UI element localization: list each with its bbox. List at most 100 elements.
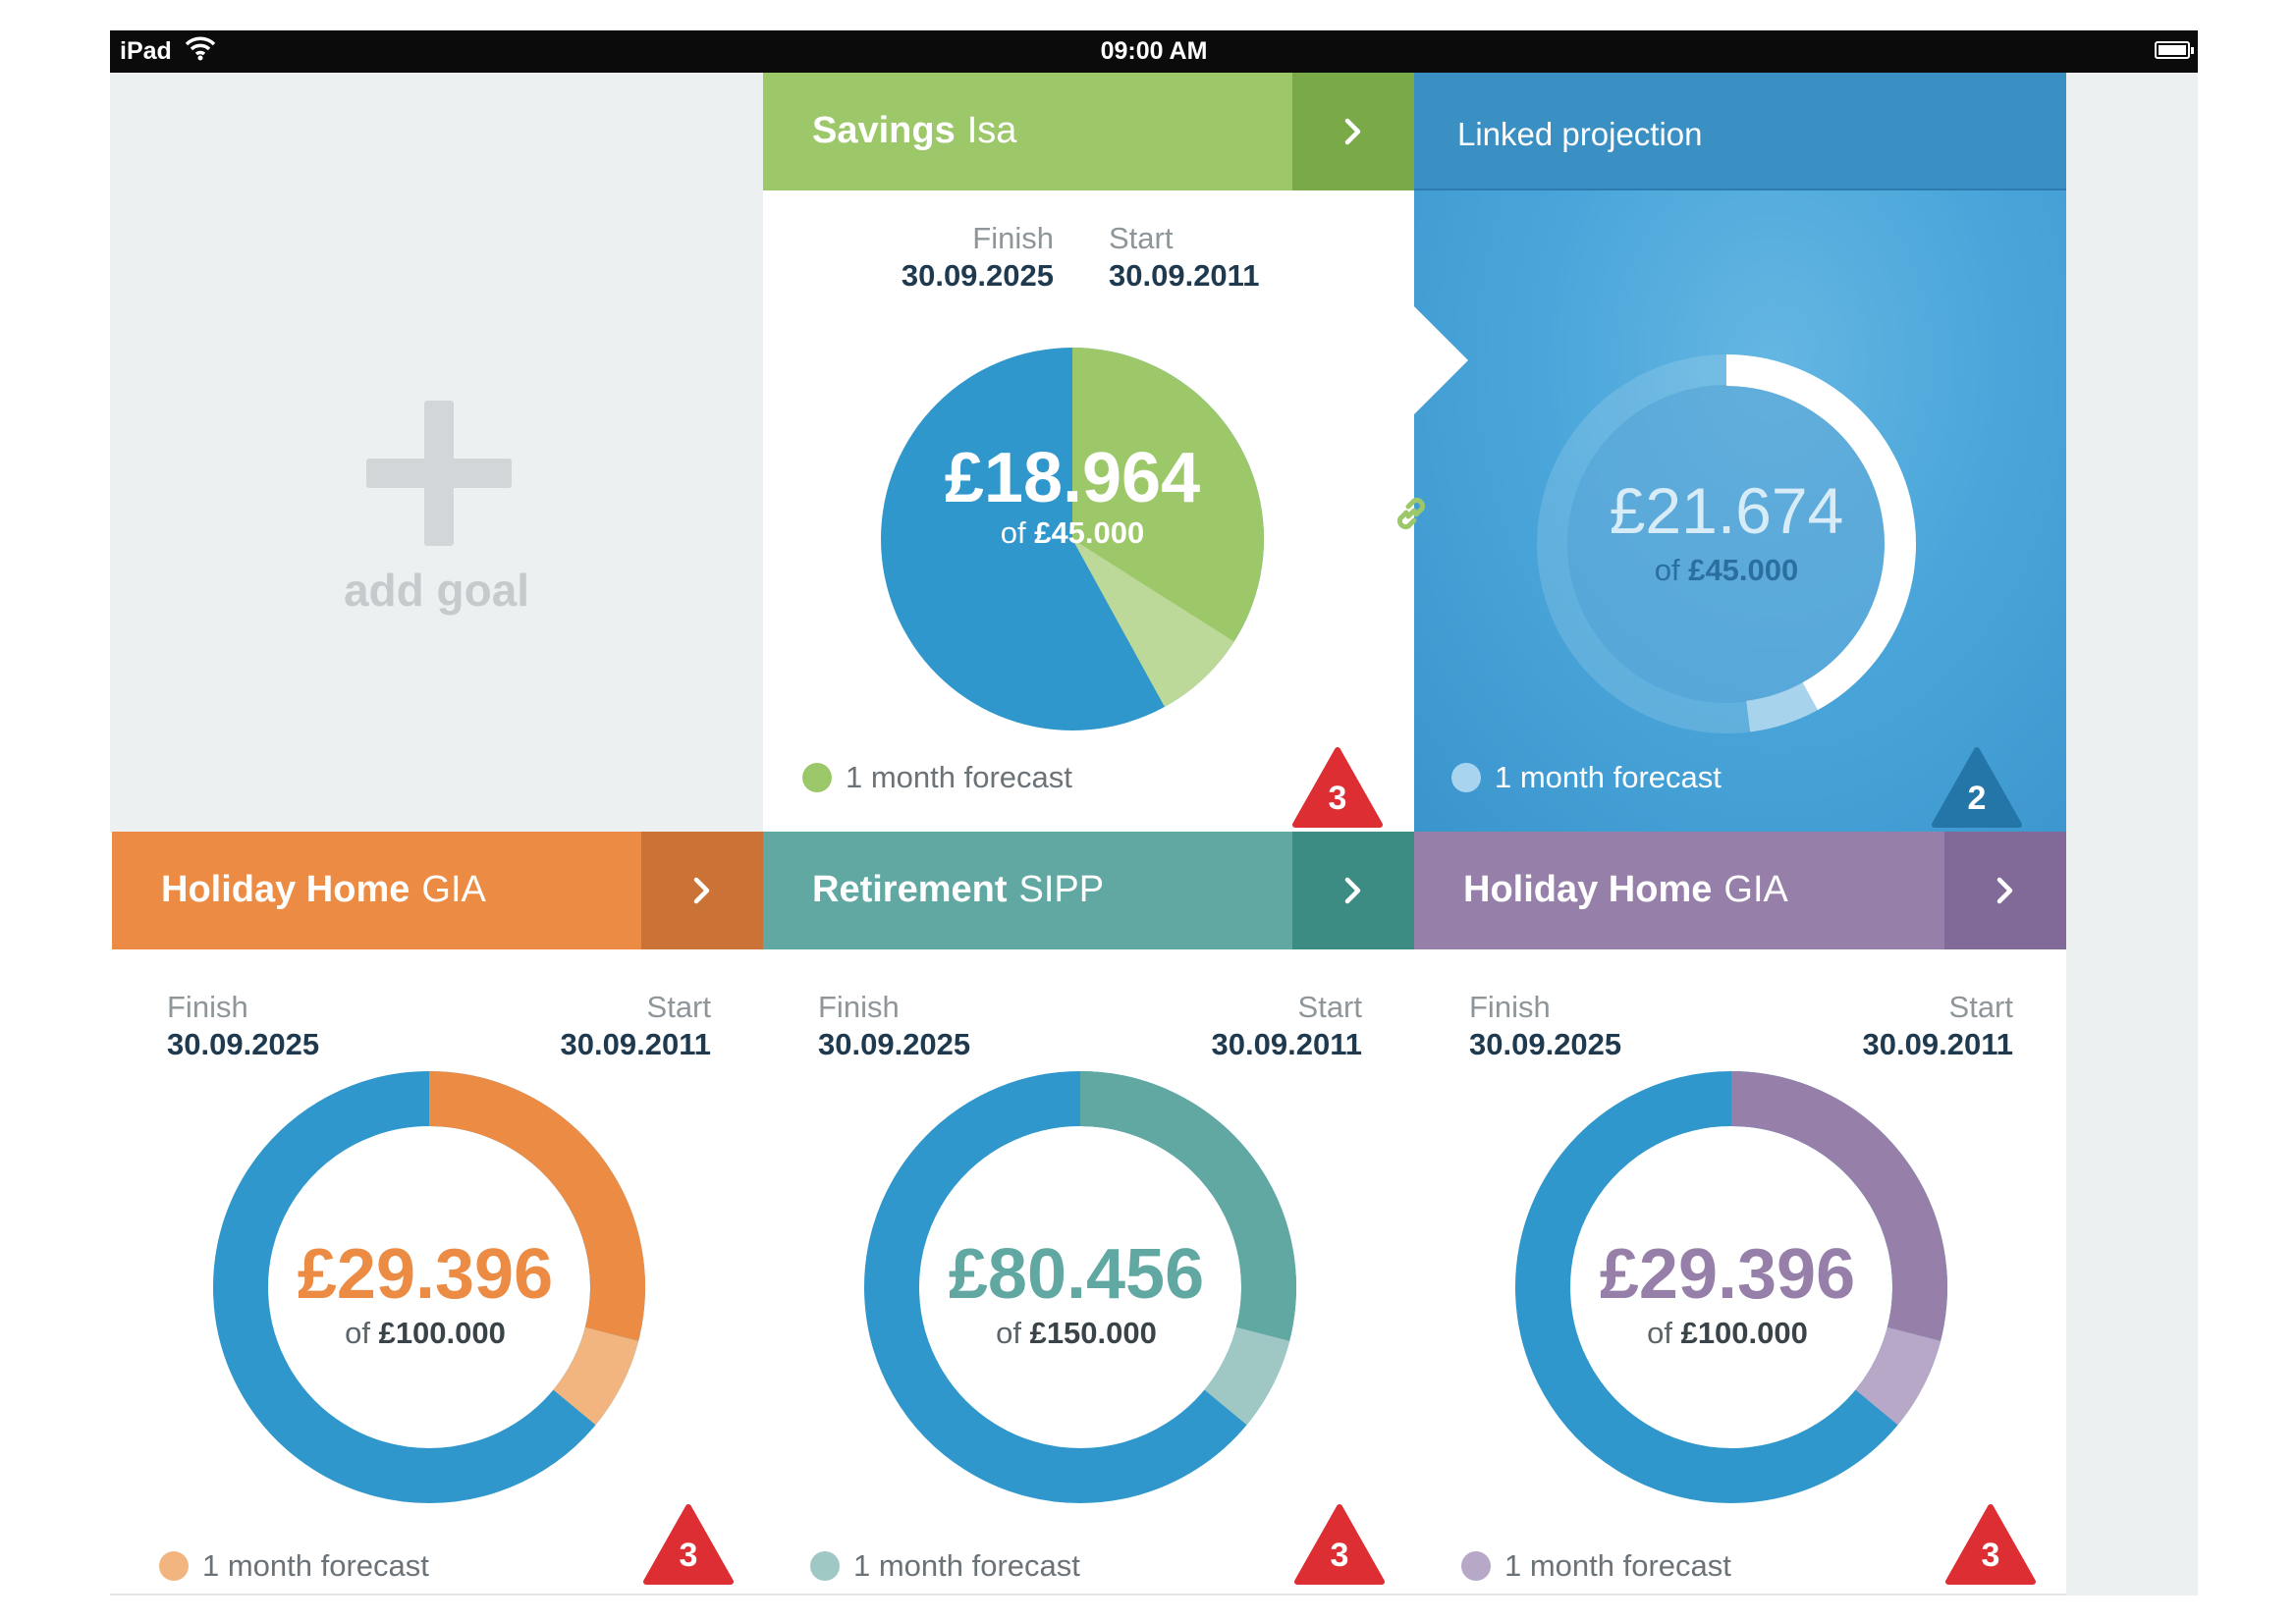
legend-dot [1451,763,1481,792]
ring-progress-arc [1079,1071,1296,1341]
start-date-block: Start 30.09.2011 [1156,989,1362,1063]
forecast-legend: 1 month forecast [802,760,1072,795]
card-header[interactable]: Holiday Home GIA [112,832,763,949]
card-title: Holiday Home GIA [1463,867,1788,912]
warning-triangle-icon [1294,1504,1385,1585]
goal-amount: £80.456 [948,1235,1205,1314]
of-label: of [1000,515,1026,550]
legend-label: 1 month forecast [202,1548,429,1583]
wifi-icon [185,35,216,68]
donut-chart [864,1071,1296,1503]
goal-name: Holiday Home [161,869,410,910]
goal-card-holiday-home-1: Holiday Home GIA Finish 30.09.2025 Start … [112,832,763,1595]
card-header[interactable]: Retirement SIPP [763,832,1414,949]
donut-chart [1515,1071,1947,1503]
alert-count: 2 [1967,780,1987,817]
finish-date: 30.09.2025 [1469,1027,1622,1061]
chevron-right-icon [1344,877,1361,904]
finish-date: 30.09.2025 [901,258,1054,293]
target-amount: £45.000 [1034,515,1145,550]
alert-badge[interactable]: 3 [1944,1503,2037,1586]
card-title: Holiday Home GIA [161,867,486,912]
savings-amount: £18.964 [944,439,1201,517]
finish-date-block: Finish 30.09.2025 [1469,989,1621,1063]
legend-label: 1 month forecast [846,760,1072,794]
goal-target: of £150.000 [859,1316,1293,1351]
linked-target: of £45.000 [1512,553,1941,588]
goal-target: of £100.000 [208,1316,642,1351]
open-goal-button[interactable] [641,832,763,949]
card-header[interactable]: Holiday Home GIA [1414,832,2066,949]
ring-progress-arc [428,1071,645,1341]
legend-label: 1 month forecast [853,1548,1080,1583]
start-label: Start [1297,990,1362,1024]
ring-forecast-arc [1854,1326,1941,1426]
donut-chart [213,1071,645,1503]
card-header[interactable]: Savings Isa [763,73,1414,190]
of-label: of [345,1316,370,1350]
of-label: of [1654,553,1680,587]
linked-pointer [1414,306,1468,414]
start-date: 30.09.2011 [1211,1027,1362,1061]
start-date: 30.09.2011 [1109,258,1260,293]
finish-date-block: Finish 30.09.2025 [818,989,970,1063]
ring-progress-arc [1725,354,1916,711]
forecast-legend: 1 month forecast [810,1548,1080,1584]
legend-label: 1 month forecast [1495,760,1722,794]
goal-name: Savings [812,110,956,151]
target-amount: £100.000 [1680,1316,1808,1350]
linked-projection-card: Linked projection £21.674 of £45.000 1 m… [1414,73,2066,832]
finish-date-block: Finish 30.09.2025 [167,989,319,1063]
card-title: Retirement SIPP [812,867,1104,912]
target-amount: £45.000 [1688,553,1799,587]
savings-pie-chart [881,348,1264,730]
forecast-legend: 1 month forecast [1451,760,1722,795]
add-goal-button[interactable]: add goal [110,73,763,832]
legend-dot [159,1551,189,1581]
alert-badge[interactable]: 3 [642,1503,735,1586]
chevron-right-icon [1996,877,2013,904]
finish-date: 30.09.2025 [818,1027,971,1061]
start-label: Start [646,990,711,1024]
alert-badge[interactable]: 3 [1293,1503,1386,1586]
goal-name: Retirement [812,869,1008,910]
finish-date-block: Finish 30.09.2025 [897,220,1054,295]
account-type: GIA [421,869,486,910]
carrier-label: iPad [120,37,172,65]
target-amount: £150.000 [1029,1316,1157,1350]
warning-triangle-icon [643,1504,734,1585]
start-date-block: Start 30.09.2011 [1109,220,1259,295]
start-date-block: Start 30.09.2011 [505,989,711,1063]
finish-label: Finish [972,221,1054,255]
alert-count: 3 [1328,780,1347,817]
card-title: Savings Isa [812,108,1016,153]
alert-count: 3 [1330,1537,1349,1574]
chevron-right-icon [1344,118,1361,145]
start-label: Start [1948,990,2013,1024]
warning-triangle-icon [1945,1504,2036,1585]
finish-label: Finish [818,990,900,1024]
start-date: 30.09.2011 [560,1027,711,1061]
open-goal-button[interactable] [1292,73,1414,190]
goal-target: of £100.000 [1510,1316,1944,1351]
account-type: SIPP [1018,869,1105,910]
alert-count: 3 [1981,1537,2000,1574]
open-goal-button[interactable] [1944,832,2066,949]
add-goal-label: add goal [343,565,530,616]
start-label: Start [1109,221,1174,255]
goal-name: Holiday Home [1463,869,1713,910]
alert-badge[interactable]: 3 [1291,746,1384,829]
open-goal-button[interactable] [1292,832,1414,949]
forecast-legend: 1 month forecast [159,1548,429,1584]
savings-target: of £45.000 [876,515,1269,551]
link-icon[interactable] [1389,491,1434,536]
pie-forecast-slice [1072,539,1234,707]
ipad-screen: iPad 09:00 AM add goal Savings Isa [110,30,2198,1595]
warning-triangle-icon [1932,747,2022,828]
ring-forecast-arc [1203,1326,1290,1426]
account-type: GIA [1723,869,1788,910]
status-bar: iPad 09:00 AM [110,30,2198,73]
alert-badge[interactable]: 2 [1931,746,2023,829]
chevron-right-icon [693,877,710,904]
goal-card-retirement: Retirement SIPP Finish 30.09.2025 Start 3… [763,832,1414,1595]
